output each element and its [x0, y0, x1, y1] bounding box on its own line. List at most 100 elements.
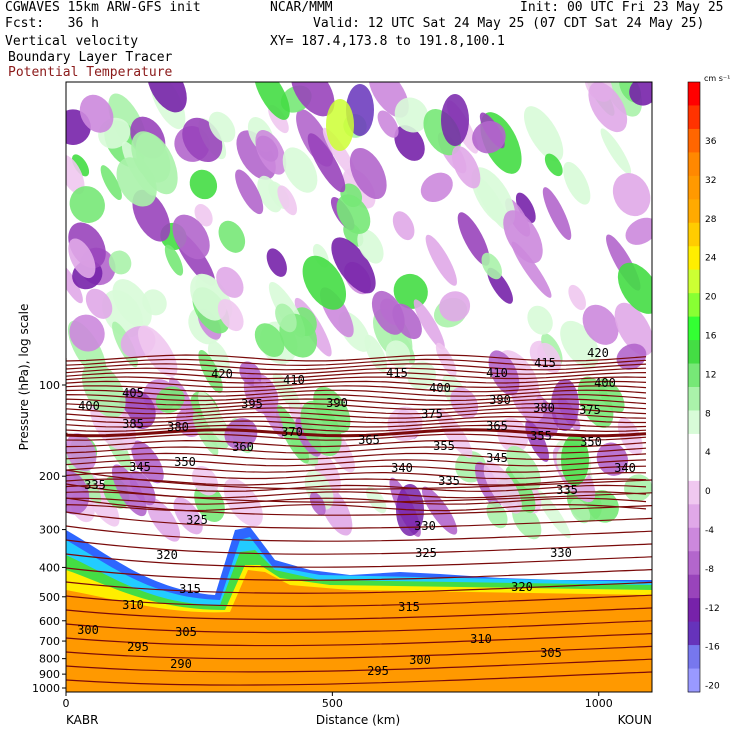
theta-contour: [66, 452, 647, 461]
velocity-cell: [612, 173, 651, 217]
theta-label: 415: [534, 356, 556, 370]
colorbar-tick-label: 0: [705, 487, 711, 497]
theta-label: 310: [470, 632, 492, 646]
theta-label: 405: [122, 386, 144, 400]
theta-contour: [66, 497, 647, 505]
theta-label: 345: [129, 460, 151, 474]
colorbar-swatch: [688, 128, 700, 153]
velocity-cell: [394, 97, 429, 133]
theta-label: 300: [77, 623, 99, 637]
velocity-cell: [535, 489, 571, 539]
theta-contour: [66, 484, 647, 493]
velocity-cell: [472, 120, 506, 154]
velocity-cell: [189, 169, 218, 200]
theta-label: 330: [550, 546, 572, 560]
theta-label: 315: [179, 582, 201, 596]
theta-label: 335: [556, 483, 578, 497]
velocity-cell: [451, 145, 481, 189]
colorbar-swatch: [688, 433, 700, 458]
velocity-cell: [191, 466, 219, 496]
velocity-cell: [314, 452, 341, 494]
x-right-station: KOUN: [618, 713, 652, 727]
theta-label: 310: [122, 598, 144, 612]
colorbar-swatch: [688, 105, 700, 130]
theta-label: 320: [156, 548, 178, 562]
colorbar-swatch: [688, 645, 700, 670]
y-axis-title: Pressure (hPa), log scale: [17, 304, 31, 451]
theta-contour: [66, 525, 652, 542]
colorbar-swatch: [688, 387, 700, 411]
velocity-extreme-cell: [551, 379, 579, 431]
colorbar-swatch: [688, 269, 700, 294]
theta-contour: [66, 398, 647, 406]
x-tick-label: 500: [322, 697, 343, 710]
y-tick-label: 700: [39, 635, 60, 648]
colorbar-swatch: [688, 574, 700, 599]
velocity-cell: [457, 212, 490, 266]
theta-contour: [66, 511, 652, 529]
y-tick-label: 200: [39, 470, 60, 483]
colorbar-swatch: [688, 82, 700, 106]
velocity-cell: [147, 82, 187, 113]
velocity-cell: [218, 220, 246, 253]
theta-contour: [66, 415, 646, 424]
theta-contour: [66, 469, 652, 490]
theta-label: 355: [433, 439, 455, 453]
velocity-cell: [336, 194, 371, 235]
velocity-cell: [254, 323, 285, 358]
velocity-cell: [506, 445, 541, 491]
velocity-cell: [164, 244, 184, 276]
org-label: NCAR/MMM: [270, 0, 333, 15]
theta-contour: [66, 633, 652, 647]
colorbar-swatch: [688, 410, 700, 435]
plot-frame: [65, 81, 653, 693]
theta-label: 350: [580, 435, 602, 449]
x-tick-label: 0: [63, 697, 70, 710]
velocity-cell: [439, 291, 471, 322]
colorbar-tick-label: 16: [705, 332, 717, 342]
velocity-cell: [588, 82, 628, 133]
colorbar-swatch: [688, 246, 700, 271]
theta-contour: [66, 367, 647, 375]
velocity-cell: [392, 211, 415, 241]
velocity-cell: [413, 299, 445, 350]
model-title: CGWAVES 15km ARW-GFS init: [5, 0, 201, 15]
colorbar-swatch: [688, 316, 700, 341]
y-tick-label: 600: [39, 615, 60, 628]
theta-contour: [66, 424, 647, 433]
velocity-cell: [377, 110, 399, 138]
velocity-cell: [525, 420, 550, 462]
theta-label: 315: [398, 600, 420, 614]
colorbar-swatch: [688, 668, 700, 693]
velocity-cell: [208, 111, 236, 143]
theta-contour: [66, 497, 652, 516]
theta-label: 380: [533, 401, 555, 415]
y-tick-label: 100: [39, 379, 60, 392]
theta-label: 400: [594, 376, 616, 390]
velocity-cell: [394, 125, 425, 161]
theta-label: 350: [174, 455, 196, 469]
theta-contour: [66, 376, 647, 384]
velocity-cell: [100, 165, 122, 201]
theta-contour: [66, 607, 652, 620]
velocity-cell: [79, 94, 114, 133]
theta-contour: [66, 407, 647, 415]
velocity-cell: [255, 130, 287, 175]
theta-contour: [66, 363, 647, 371]
x-left-station: KABR: [66, 713, 98, 727]
velocity-cell: [527, 305, 553, 335]
velocity-cell: [544, 153, 563, 177]
field-potential-temperature: Potential Temperature: [8, 65, 173, 80]
theta-label: 305: [540, 646, 562, 660]
theta-contour: [66, 371, 647, 380]
velocity-cell: [275, 303, 297, 333]
theta-label: 415: [386, 366, 408, 380]
theta-label: 335: [438, 474, 460, 488]
colorbar-swatch: [688, 152, 700, 177]
forecast-hour: Fcst: 36 h: [5, 16, 99, 31]
velocity-cell: [68, 238, 96, 279]
theta-label: 360: [232, 440, 254, 454]
velocity-cell: [108, 250, 132, 275]
velocity-cell: [216, 266, 244, 298]
velocity-cell: [235, 169, 264, 215]
